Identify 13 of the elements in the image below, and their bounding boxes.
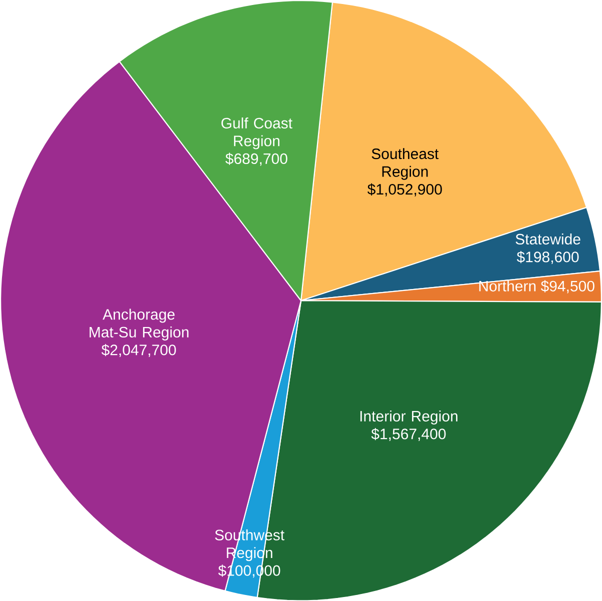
slice-label: Statewide bbox=[516, 233, 580, 244]
slice-label: Northern bbox=[479, 280, 536, 292]
slice-label: Gulf Coast Region bbox=[221, 117, 292, 150]
slice-label: Interior Region bbox=[360, 410, 458, 424]
data-label: $1,052,900 bbox=[367, 183, 442, 196]
slice-label: Southeast Region bbox=[372, 148, 439, 180]
slice-label: Anchorage Mat-Su Region bbox=[90, 308, 188, 340]
data-label: $100,000 bbox=[218, 564, 280, 578]
data-label: $689,700 bbox=[225, 152, 288, 166]
data-label: $94,500 bbox=[540, 280, 594, 294]
data-label: $1,567,400 bbox=[371, 428, 446, 441]
data-label: $2,047,700 bbox=[102, 344, 176, 357]
data-label: $198,600 bbox=[516, 250, 579, 264]
